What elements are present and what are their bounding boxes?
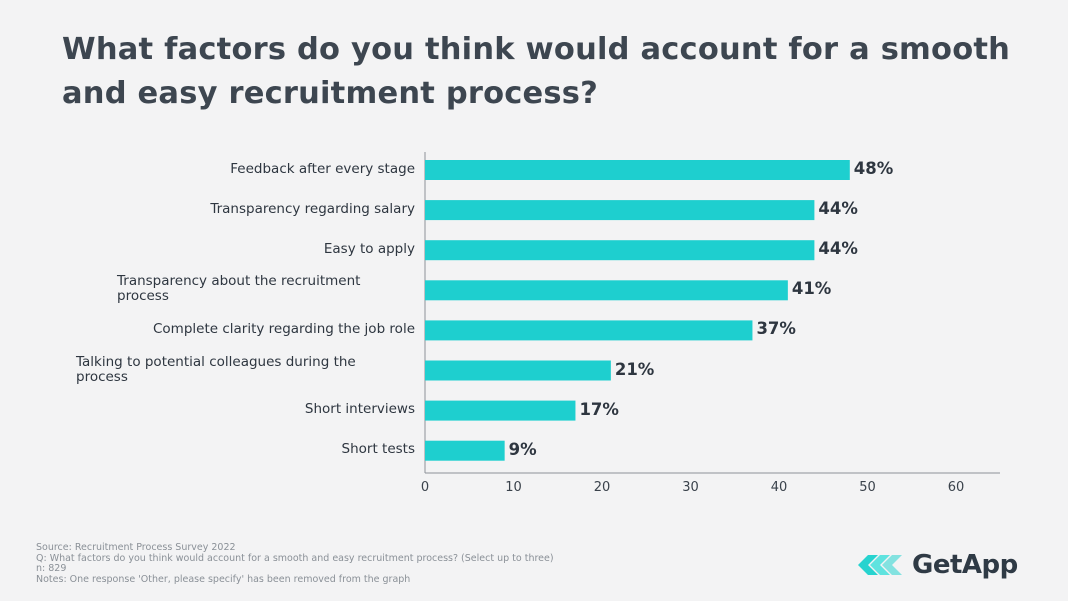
- bar: [425, 160, 850, 180]
- remark-note: Notes: One response 'Other, please speci…: [36, 573, 411, 585]
- bar-value-label: 44%: [818, 199, 858, 219]
- bar: [425, 360, 611, 381]
- x-tick-label: 0: [420, 480, 430, 495]
- x-tick-label: 40: [770, 480, 788, 495]
- category-label: Transparency regarding salary: [210, 200, 415, 217]
- bar: [425, 200, 815, 221]
- source-note: Source: Recruitment Process Survey 2022: [36, 542, 236, 553]
- category-label: Easy to apply: [323, 240, 415, 257]
- category-label: Feedback after every stage: [230, 160, 415, 177]
- bar: [425, 320, 753, 341]
- x-tick-label: 10: [505, 480, 522, 495]
- sample-size-note: n: 829: [36, 563, 67, 575]
- bar-value-label: 37%: [756, 319, 796, 339]
- bar: [425, 240, 815, 261]
- bar: [425, 280, 788, 301]
- bar: [425, 400, 576, 421]
- getapp-chevrons-icon: [858, 555, 902, 575]
- x-tick-label: 60: [947, 480, 965, 495]
- x-tick-label: 30: [682, 480, 699, 495]
- logo-text: GetApp: [912, 550, 1018, 580]
- x-tick-label: 50: [859, 480, 876, 495]
- bar-value-label: 44%: [818, 239, 858, 259]
- bar-value-label: 17%: [579, 399, 619, 419]
- category-label: Complete clarity regarding the job role: [152, 320, 415, 337]
- category-label: Short tests: [341, 441, 415, 458]
- chart-title: What factors do you think would account …: [62, 32, 1011, 111]
- category-label: Talking to potential colleagues during t…: [76, 353, 356, 385]
- getapp-logo: GetApp: [858, 549, 1018, 581]
- bar-value-label: 41%: [791, 279, 832, 299]
- category-label: Transparency about the recruitment proces…: [117, 273, 361, 305]
- x-tick-label: 20: [593, 480, 611, 495]
- bar-value-label: 21%: [614, 359, 655, 379]
- category-label: Short interviews: [304, 401, 415, 418]
- bar: [425, 440, 505, 461]
- chart-notes: Source: Recruitment Process Survey 2022 …: [36, 542, 554, 585]
- bar-value-label: 9%: [508, 439, 537, 459]
- question-note: Q: What factors do you think would accou…: [36, 552, 554, 564]
- bar-value-label: 48%: [853, 159, 894, 178]
